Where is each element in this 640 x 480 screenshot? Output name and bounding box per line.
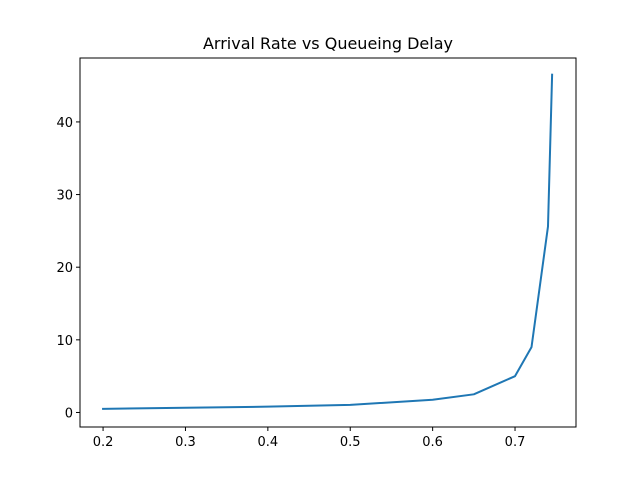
series-line-0	[102, 73, 554, 410]
axes-frame	[79, 57, 577, 428]
x-tick-label: 0.5	[340, 435, 361, 450]
y-tick-label: 40	[56, 116, 73, 131]
y-axis: 0 10 20 30 40	[56, 116, 80, 421]
chart-title: Arrival Rate vs Queueing Delay	[203, 34, 453, 53]
x-tick-label: 0.3	[175, 435, 196, 450]
x-tick-label: 0.4	[258, 435, 279, 450]
x-tick-label: 0.2	[93, 435, 114, 450]
y-tick-label: 10	[56, 334, 73, 349]
x-axis: 0.2 0.3 0.4 0.5 0.6 0.7	[93, 427, 526, 450]
plot-area	[102, 73, 554, 410]
y-tick-label: 30	[56, 189, 73, 204]
x-tick-label: 0.6	[422, 435, 443, 450]
y-tick-label: 0	[65, 406, 73, 421]
x-tick-label: 0.7	[505, 435, 526, 450]
y-tick-label: 20	[56, 261, 73, 276]
